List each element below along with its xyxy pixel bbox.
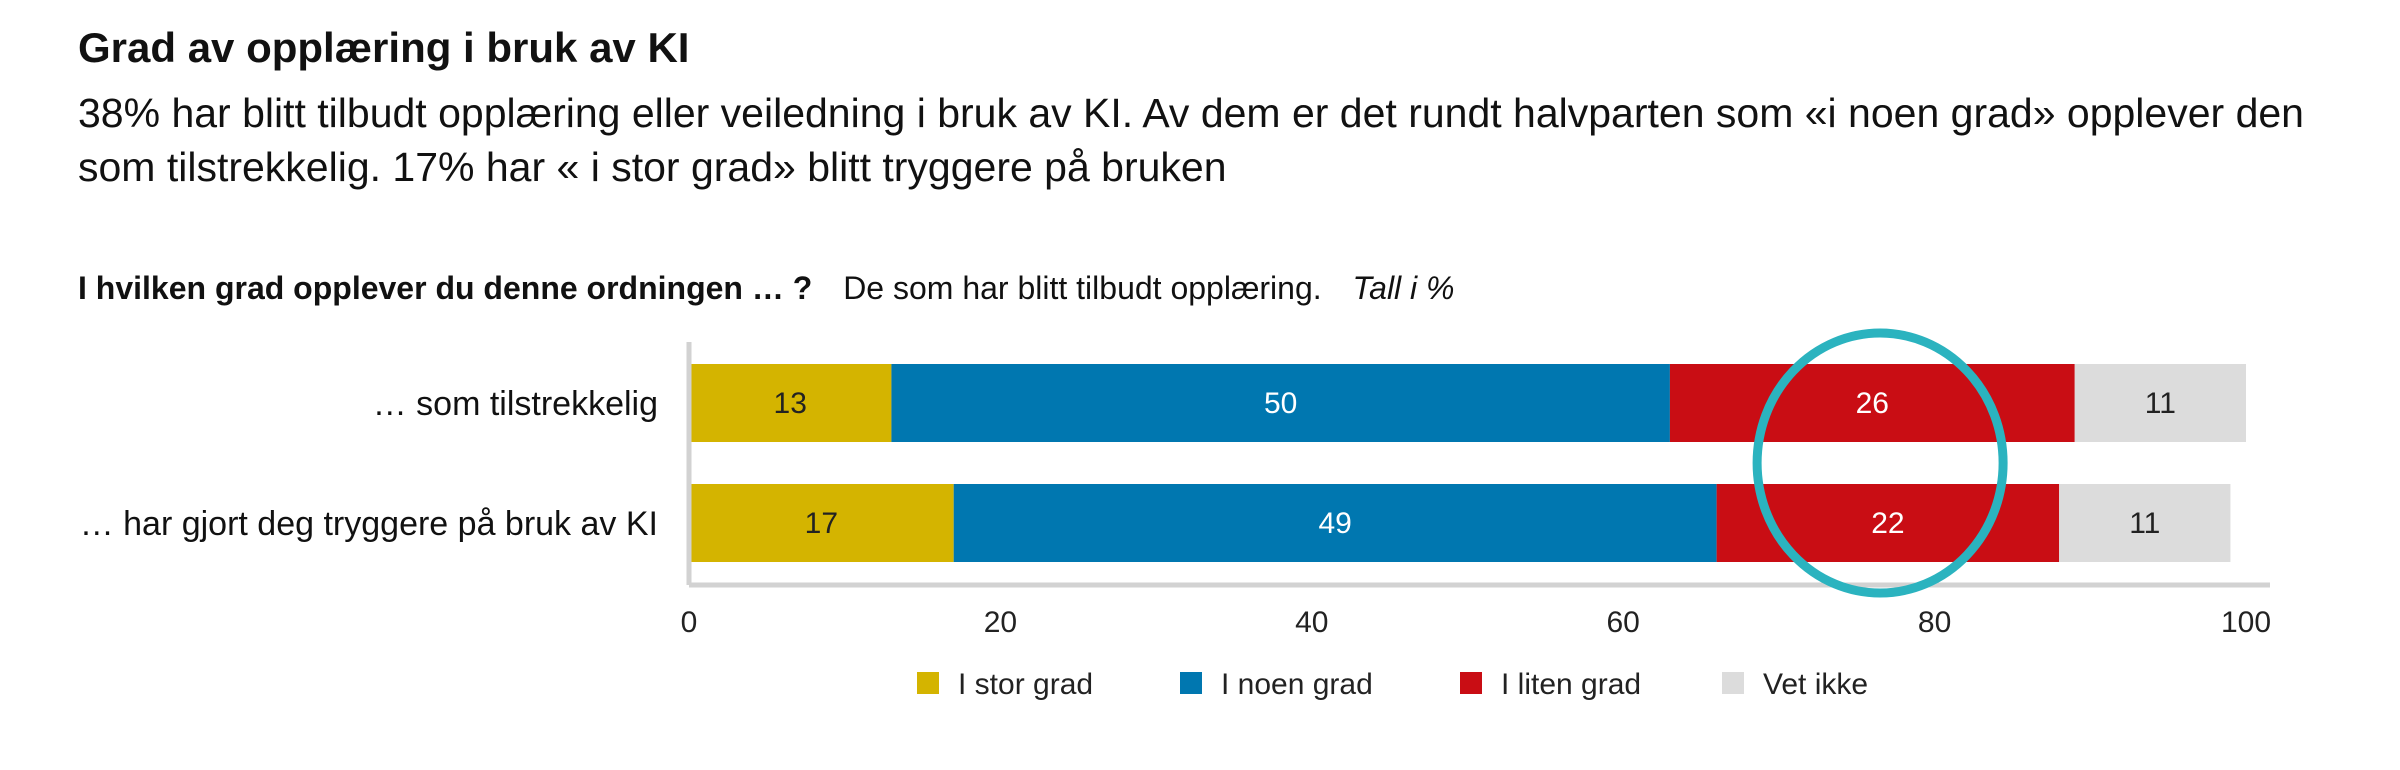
data-label-1-1: 13 (774, 387, 807, 420)
bar-segment-1-2 (891, 364, 1670, 442)
data-label-2-4: 11 (2129, 507, 2160, 540)
x-tick-label-80: 80 (1918, 606, 1951, 639)
legend-label-2: I noen grad (1221, 668, 1373, 701)
x-tick-label-60: 60 (1607, 606, 1640, 639)
question-text: I hvilken grad opplever du denne ordning… (78, 270, 813, 306)
x-tick-label-100: 100 (2221, 606, 2271, 639)
legend-swatch-4 (1722, 672, 1744, 694)
legend-swatch-3 (1460, 672, 1482, 694)
category-label-1: … som tilstrekkelig (373, 385, 658, 423)
x-tick-label-40: 40 (1295, 606, 1328, 639)
bar-segment-2-2 (953, 484, 1717, 562)
legend-swatch-1 (917, 672, 939, 694)
data-label-2-1: 17 (805, 507, 838, 540)
chart-title: Grad av opplæring i bruk av KI (78, 24, 690, 71)
bar-segment-2-4 (2059, 484, 2231, 562)
legend-label-4: Vet ikke (1763, 668, 1868, 701)
data-label-1-3: 26 (1856, 387, 1889, 420)
highlight-circle (1752, 328, 2008, 598)
bar-segment-1-4 (2074, 364, 2246, 442)
data-label-1-4: 11 (2145, 387, 2176, 420)
question-base: De som har blitt tilbudt opplæring. (843, 270, 1322, 306)
legend-label-1: I stor grad (958, 668, 1093, 701)
bar-segment-2-1 (689, 484, 954, 562)
unit-label: Tall i % (1352, 270, 1455, 306)
data-label-1-2: 50 (1264, 387, 1297, 420)
data-label-2-3: 22 (1871, 507, 1904, 540)
chart-subtitle: 38% har blitt tilbudt opplæring eller ve… (78, 90, 2304, 190)
x-tick-label-0: 0 (681, 606, 698, 639)
question-line: I hvilken grad opplever du denne ordning… (78, 270, 1455, 307)
bar-segment-1-1 (689, 364, 892, 442)
x-tick-label-20: 20 (984, 606, 1017, 639)
legend-label-3: I liten grad (1501, 668, 1641, 701)
category-label-2: … har gjort deg tryggere på bruk av KI (80, 505, 658, 543)
bar-segment-1-3 (1669, 364, 2075, 442)
legend-swatch-2 (1180, 672, 1202, 694)
data-label-2-2: 49 (1318, 507, 1351, 540)
